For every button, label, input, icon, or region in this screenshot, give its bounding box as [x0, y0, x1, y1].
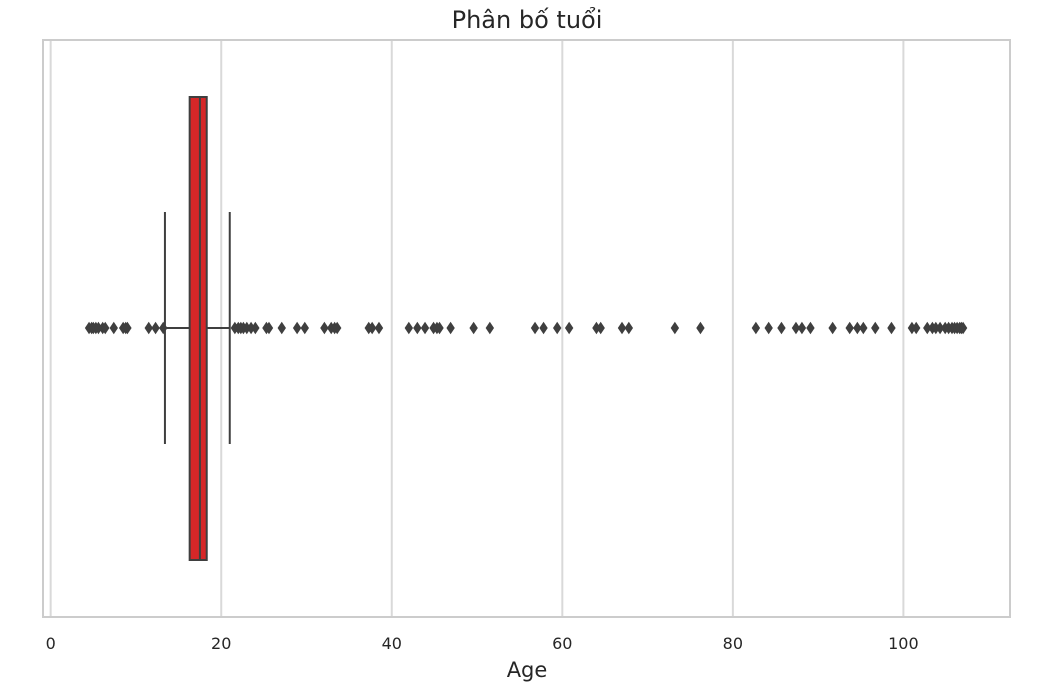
- outlier-point-56: [797, 321, 807, 335]
- outlier-point-61: [859, 321, 868, 335]
- outlier-point-11: [144, 321, 153, 335]
- outlier-point-51: [696, 321, 705, 335]
- outlier-point-31: [367, 321, 377, 335]
- outlier-point-44: [552, 321, 562, 335]
- outlier-point-46: [592, 321, 601, 335]
- outlier-point-40: [469, 321, 478, 335]
- outlier-point-22: [264, 321, 274, 335]
- outlier-point-48: [617, 321, 627, 335]
- outlier-point-68: [931, 321, 941, 335]
- x-tick-label-80: 80: [723, 634, 743, 653]
- x-tick-label-0: 0: [46, 634, 56, 653]
- outlier-point-50: [670, 321, 680, 335]
- outlier-point-29: [332, 321, 342, 335]
- x-tick-label-20: 20: [211, 634, 231, 653]
- boxplot: [163, 96, 231, 561]
- outlier-point-25: [300, 321, 309, 335]
- x-tick-labels: 0 20 40 60 80 100: [46, 634, 919, 653]
- outlier-point-59: [845, 321, 854, 335]
- outlier-point-24: [292, 321, 302, 335]
- outlier-point-77: [958, 321, 968, 335]
- outlier-point-6: [101, 321, 110, 335]
- outlier-points: [84, 321, 968, 335]
- outlier-point-62: [871, 321, 880, 335]
- outlier-point-4: [94, 321, 103, 335]
- outlier-point-38: [435, 321, 444, 335]
- outlier-point-63: [887, 321, 896, 335]
- outlier-point-26: [320, 321, 329, 335]
- x-tick-label-100: 100: [888, 634, 919, 653]
- outlier-point-54: [777, 321, 786, 335]
- outlier-point-42: [530, 321, 540, 335]
- outlier-point-49: [624, 321, 634, 335]
- outlier-point-41: [485, 321, 495, 335]
- outlier-point-35: [420, 321, 430, 335]
- outlier-point-7: [109, 321, 118, 335]
- outlier-point-47: [596, 321, 605, 335]
- outlier-point-66: [923, 321, 932, 335]
- grid-lines: [49, 40, 905, 617]
- outlier-point-39: [446, 321, 455, 335]
- outlier-point-13: [159, 321, 168, 335]
- outlier-point-19: [246, 321, 256, 335]
- outlier-point-32: [374, 321, 384, 335]
- outlier-point-53: [764, 321, 773, 335]
- x-tick-label-60: 60: [552, 634, 572, 653]
- outlier-point-55: [791, 321, 801, 335]
- chart-title: Phân bố tuổi: [452, 6, 603, 34]
- outlier-point-60: [853, 321, 862, 335]
- outlier-point-69: [935, 321, 945, 335]
- outlier-point-18: [242, 321, 252, 335]
- outlier-point-10: [123, 321, 132, 335]
- outlier-point-34: [413, 321, 422, 335]
- outlier-point-33: [404, 321, 414, 335]
- outlier-point-65: [911, 321, 921, 335]
- outlier-point-64: [907, 321, 917, 335]
- outlier-point-52: [751, 321, 761, 335]
- x-axis-label: Age: [507, 658, 548, 682]
- outlier-point-57: [806, 321, 815, 335]
- outlier-point-58: [828, 321, 837, 335]
- outlier-point-23: [277, 321, 286, 335]
- outlier-point-20: [251, 321, 260, 335]
- x-tick-label-40: 40: [382, 634, 402, 653]
- outlier-point-45: [564, 321, 574, 335]
- plot-frame: [42, 39, 1011, 618]
- outlier-point-43: [539, 321, 548, 335]
- outlier-point-12: [151, 321, 160, 335]
- interquartile-box: [188, 96, 208, 561]
